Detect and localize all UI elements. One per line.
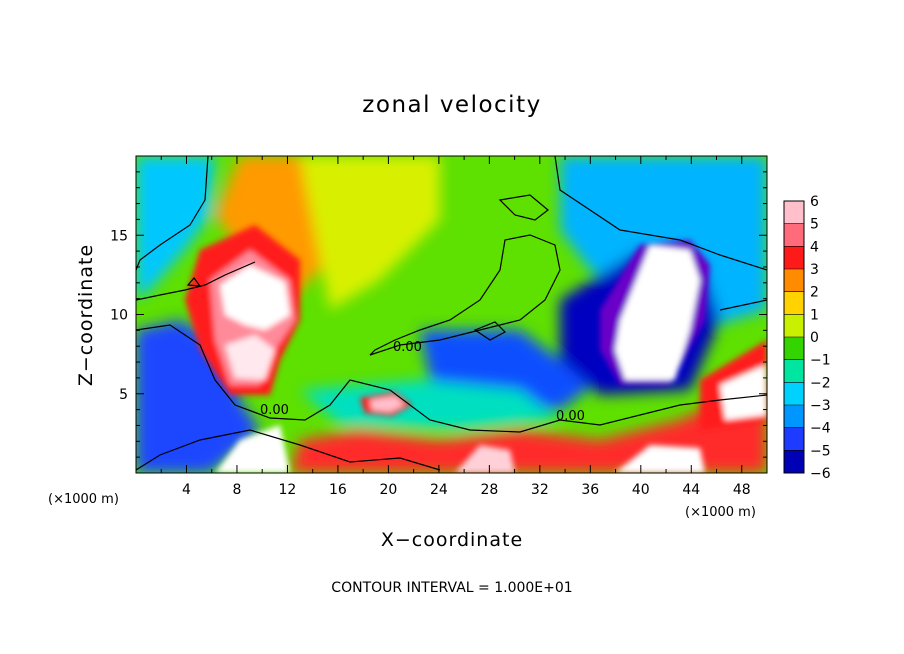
colorbar-label: −5 xyxy=(810,443,831,459)
contour-interval-note: CONTOUR INTERVAL = 1.000E+01 xyxy=(331,580,572,596)
contour-line-small-2 xyxy=(186,277,202,287)
colorbar-label: 6 xyxy=(810,194,819,210)
x-tick-label: 28 xyxy=(480,482,498,498)
field-region-white-bottom-mid xyxy=(455,445,515,473)
chart-title: zonal velocity xyxy=(362,92,541,118)
field-region-pink-blob xyxy=(370,396,405,412)
contour-lines xyxy=(136,156,767,471)
colorbar-label: −4 xyxy=(810,421,831,437)
contour-line-small-1 xyxy=(473,321,506,341)
colorbar-swatch xyxy=(784,337,804,361)
colorbar-label: 1 xyxy=(810,307,819,323)
contour-line-right xyxy=(554,156,767,271)
colorbar-swatch xyxy=(784,223,804,247)
contour-label-1: 0.00 xyxy=(393,340,422,355)
colorbar-label: −1 xyxy=(810,353,831,369)
field-region-yellow xyxy=(300,156,440,310)
colorbar-label: 2 xyxy=(810,285,819,301)
field-region-white-right xyxy=(615,245,700,380)
x-tick-label: 32 xyxy=(531,482,549,498)
x-tick-label: 16 xyxy=(329,482,347,498)
y-tick-label: 10 xyxy=(110,308,128,324)
colorbar-swatch xyxy=(784,450,804,474)
colorbar-swatch xyxy=(784,382,804,406)
x-unit-label-left: (×1000 m) xyxy=(48,492,119,507)
contour-label-2: 0.00 xyxy=(260,403,289,418)
colorbar-swatch xyxy=(784,314,804,338)
colorbar-swatch xyxy=(784,359,804,383)
contour-labels: 0.00 0.00 0.00 xyxy=(260,340,585,424)
colorbar: 6 5 4 3 2 1 0 −1 −2 −3 −4 −5 −6 xyxy=(783,194,831,482)
x-tick-label: 8 xyxy=(232,482,241,498)
x-unit-label-right: (×1000 m) xyxy=(685,505,756,520)
colorbar-label: −2 xyxy=(810,375,831,391)
colorbar-swatch xyxy=(784,201,804,225)
colorbar-label: 3 xyxy=(810,262,819,278)
colorbar-swatch xyxy=(784,246,804,270)
x-tick-label: 24 xyxy=(430,482,448,498)
x-axis-ticks: 4 8 12 16 20 24 28 32 36 40 44 48 xyxy=(160,156,751,498)
contour-line-mid xyxy=(369,234,561,356)
contour-line-bottom xyxy=(136,429,441,471)
field-region-white-right-edge xyxy=(720,365,767,420)
colorbar-swatch xyxy=(784,291,804,315)
y-axis-label: Z−coordinate xyxy=(75,244,97,386)
contour-line-lower xyxy=(136,324,767,433)
colorbar-swatch xyxy=(784,269,804,293)
x-tick-label: 20 xyxy=(379,482,397,498)
colorbar-label: 0 xyxy=(810,330,819,346)
contour-line-left xyxy=(136,156,209,271)
x-tick-label: 4 xyxy=(182,482,191,498)
contour-line-top xyxy=(498,194,549,221)
y-tick-label: 5 xyxy=(119,387,128,403)
colorbar-label: 5 xyxy=(810,217,819,233)
field-region-white-bottom-right xyxy=(615,445,705,473)
heatmap-field xyxy=(136,156,767,473)
x-tick-label: 40 xyxy=(632,482,650,498)
field-region-cyan-band xyxy=(300,380,560,430)
x-axis-label: X−coordinate xyxy=(381,529,523,551)
x-tick-label: 36 xyxy=(581,482,599,498)
y-tick-label: 15 xyxy=(110,228,128,244)
contour-line-right-lower xyxy=(719,299,767,311)
colorbar-label: −3 xyxy=(810,398,831,414)
colorbar-label: −6 xyxy=(810,466,831,482)
x-tick-label: 48 xyxy=(733,482,751,498)
field-region-left-blue xyxy=(136,156,215,300)
contour-label-3: 0.00 xyxy=(556,409,585,424)
field-region-white-left-2 xyxy=(225,335,275,380)
colorbar-label: 4 xyxy=(810,239,819,255)
contour-line-left-2 xyxy=(136,261,256,301)
colorbar-swatch xyxy=(784,405,804,429)
colorbar-swatch xyxy=(784,427,804,451)
x-tick-label: 44 xyxy=(682,482,700,498)
field-region-white-left xyxy=(220,265,290,330)
x-tick-label: 12 xyxy=(279,482,297,498)
y-axis-ticks: 5 10 15 xyxy=(110,171,767,458)
